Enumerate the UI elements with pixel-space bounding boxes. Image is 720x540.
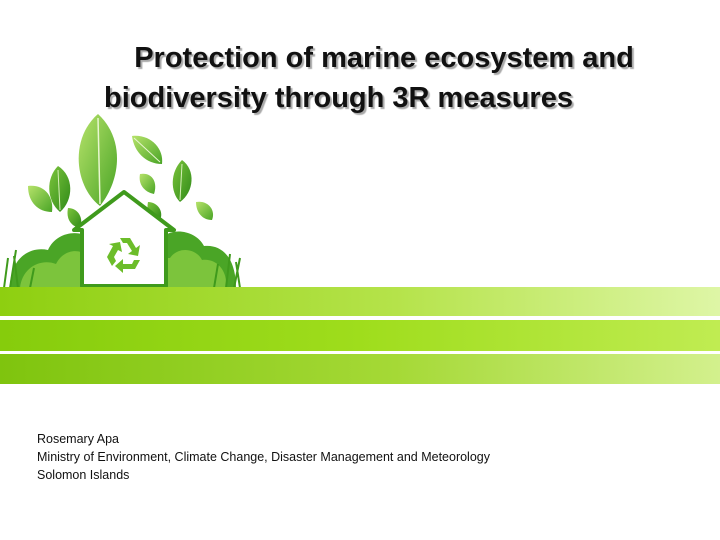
leaf-far-left — [28, 185, 53, 212]
leaf-small-2 — [196, 201, 214, 220]
slide-title: Protection of marine ecosystem and biodi… — [60, 38, 680, 118]
title-line-1: Protection of marine ecosystem and — [134, 42, 634, 74]
leaf-large — [78, 114, 117, 206]
author-block: Rosemary Apa Ministry of Environment, Cl… — [37, 430, 490, 484]
author-organization: Ministry of Environment, Climate Change,… — [37, 450, 490, 464]
title-line-2: biodiversity through 3R measures — [104, 82, 573, 114]
decorative-band-top — [0, 287, 720, 316]
leaf-small-1 — [139, 173, 156, 194]
author-country: Solomon Islands — [37, 468, 130, 482]
author-name: Rosemary Apa — [37, 432, 119, 446]
leaf-left — [49, 166, 71, 212]
leaf-small-3 — [67, 208, 82, 228]
eco-house-recycle-icon — [3, 114, 241, 289]
decorative-band-middle — [0, 320, 720, 351]
grass — [3, 249, 241, 289]
recycle-icon — [107, 238, 140, 273]
leaf-right — [172, 160, 192, 202]
decorative-band-bottom — [0, 354, 720, 384]
